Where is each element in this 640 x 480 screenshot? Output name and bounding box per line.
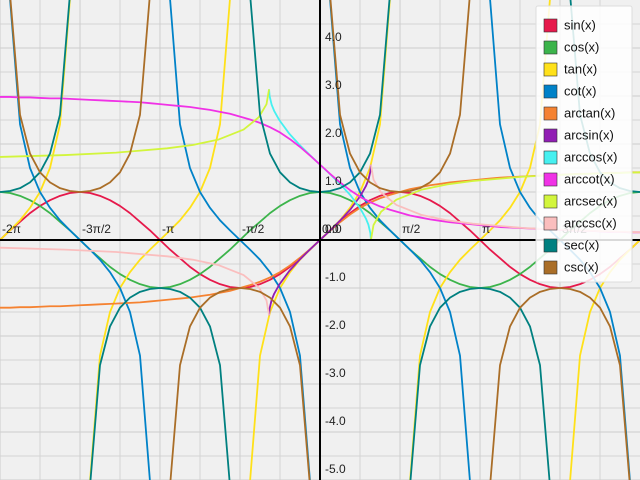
legend-swatch: [543, 84, 558, 99]
legend-label: tan(x): [564, 61, 597, 76]
x-tick-label: π/2: [402, 222, 421, 236]
series-line: [9, 0, 631, 480]
legend-swatch: [543, 18, 558, 33]
legend: sin(x) cos(x) tan(x) cot(x) arctan(x) arcsin(…: [535, 5, 633, 283]
y-tick-label: 2.0: [325, 126, 342, 140]
y-tick-label: -5.0: [325, 462, 346, 476]
legend-swatch: [543, 62, 558, 77]
legend-label: arccot(x): [564, 171, 615, 186]
x-tick-label: -3π/2: [82, 222, 111, 236]
legend-swatch: [543, 106, 558, 121]
legend-swatch: [543, 238, 558, 253]
y-tick-label: -4.0: [325, 414, 346, 428]
legend-swatch: [543, 172, 558, 187]
y-tick-label: -3.0: [325, 366, 346, 380]
y-tick-label: 3.0: [325, 78, 342, 92]
legend-box: [535, 5, 633, 283]
legend-label: sin(x): [564, 17, 596, 32]
x-tick-label: -π: [162, 222, 174, 236]
y-tick-label: -2.0: [325, 318, 346, 332]
legend-label: sec(x): [564, 237, 599, 252]
x-tick-label: 0.0: [322, 222, 339, 236]
legend-label: arcsec(x): [564, 193, 617, 208]
y-tick-label: -1.0: [325, 270, 346, 284]
y-tick-label: 4.0: [325, 30, 342, 44]
legend-label: arctan(x): [564, 105, 615, 120]
y-tick-label: 0.0: [325, 222, 342, 236]
x-tick-label: -2π: [2, 222, 21, 236]
y-tick-label: 1.0: [325, 174, 342, 188]
x-tick-label: π: [482, 222, 490, 236]
legend-label: arcsin(x): [564, 127, 614, 142]
legend-label: arccos(x): [564, 149, 617, 164]
x-tick-label: -π/2: [242, 222, 265, 236]
legend-swatch: [543, 194, 558, 209]
legend-label: cos(x): [564, 39, 599, 54]
legend-swatch: [543, 216, 558, 231]
legend-label: cot(x): [564, 83, 597, 98]
legend-swatch: [543, 150, 558, 165]
legend-swatch: [543, 128, 558, 143]
legend-label: csc(x): [564, 259, 599, 274]
legend-label: arccsc(x): [564, 215, 617, 230]
legend-swatch: [543, 260, 558, 275]
legend-swatch: [543, 40, 558, 55]
tick-labels: -2π-3π/2-π-π/20.0π/2π3π/24.03.02.01.00.0…: [2, 30, 587, 476]
